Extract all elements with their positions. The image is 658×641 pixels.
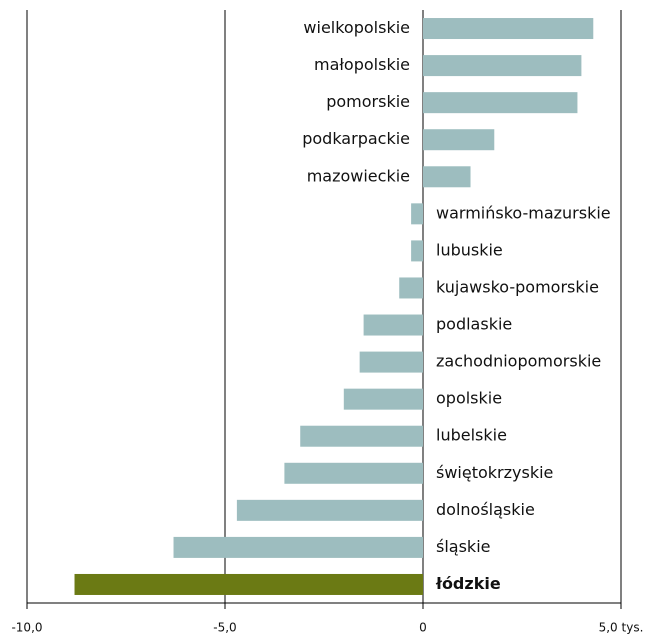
- bar: [343, 388, 423, 410]
- x-tick-label: -5,0: [213, 621, 236, 635]
- bar: [173, 536, 423, 558]
- bar: [284, 462, 423, 484]
- category-label: opolskie: [436, 389, 502, 408]
- bar: [423, 166, 471, 188]
- category-label: podlaskie: [436, 315, 512, 334]
- category-label: kujawsko-pomorskie: [436, 277, 599, 296]
- bar: [399, 277, 423, 299]
- x-tick-label: 0: [419, 621, 427, 635]
- category-label: świętokrzyskie: [436, 463, 553, 482]
- category-label: podkarpackie: [302, 129, 410, 148]
- category-label: warmińsko-mazurskie: [436, 203, 611, 222]
- bar: [363, 314, 423, 336]
- category-label: łódzkie: [435, 574, 501, 593]
- bar: [359, 351, 423, 373]
- x-tick-label: 5,0 tys.: [599, 621, 644, 635]
- category-label: lubuskie: [436, 240, 503, 259]
- bar: [411, 240, 423, 262]
- bar: [423, 55, 582, 77]
- category-label: śląskie: [436, 537, 490, 556]
- category-label: małopolskie: [314, 55, 410, 74]
- bar: [423, 92, 578, 114]
- bar: [236, 499, 423, 521]
- category-label: dolnośląskie: [436, 500, 535, 519]
- category-label: lubelskie: [436, 426, 507, 445]
- category-label: wielkopolskie: [303, 18, 410, 37]
- bar: [300, 425, 423, 447]
- category-label: mazowieckie: [307, 166, 410, 185]
- bar: [423, 18, 594, 40]
- bar: [74, 573, 424, 595]
- category-label: zachodniopomorskie: [436, 352, 601, 371]
- x-tick-label: -10,0: [11, 621, 42, 635]
- bar: [411, 203, 423, 225]
- bar: [423, 129, 495, 151]
- category-label: pomorskie: [326, 92, 410, 111]
